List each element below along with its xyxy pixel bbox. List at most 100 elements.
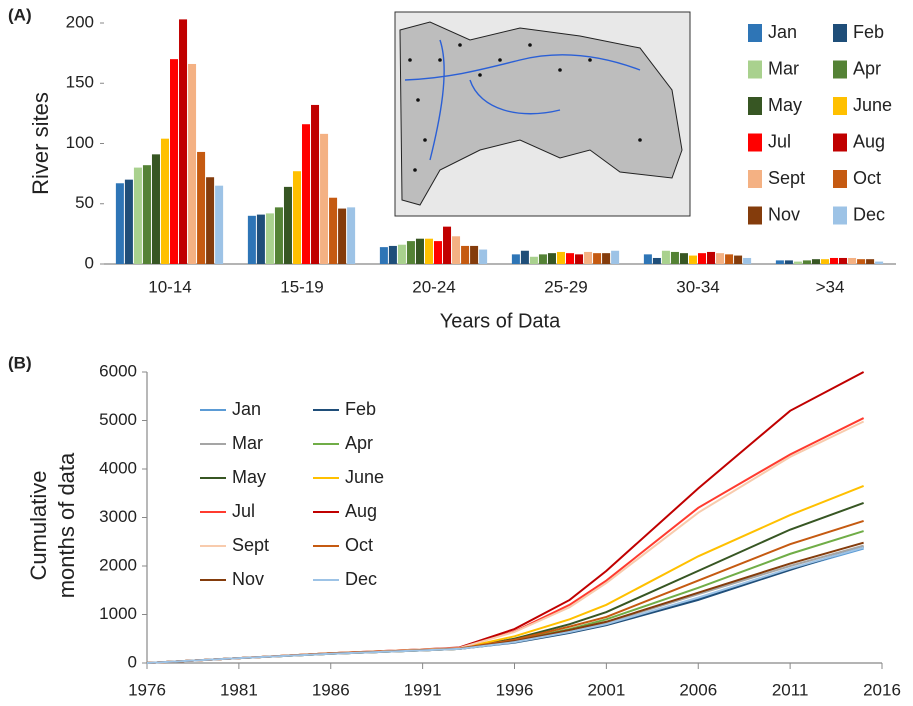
bar — [611, 251, 619, 264]
bar — [347, 207, 355, 264]
bar — [389, 246, 397, 264]
legend-swatch — [748, 24, 762, 42]
y-tick-label: 1000 — [99, 604, 137, 623]
line-series — [147, 548, 864, 663]
bar — [320, 134, 328, 264]
y-tick-label: 2000 — [99, 555, 137, 574]
x-axis-title: Years of Data — [440, 310, 561, 332]
bar — [539, 254, 547, 264]
x-tick-label: 1996 — [496, 680, 534, 699]
y-axis-title: River sites — [28, 92, 53, 195]
bar — [830, 258, 838, 264]
y-axis-title: Cumulative — [26, 470, 51, 580]
legend-swatch — [833, 61, 847, 79]
bar — [821, 259, 829, 264]
bar — [275, 207, 283, 264]
bar — [434, 241, 442, 264]
bar — [338, 209, 346, 264]
legend-label: Feb — [853, 22, 884, 42]
bar — [407, 241, 415, 264]
bar — [584, 252, 592, 264]
y-tick-label: 5000 — [99, 410, 137, 429]
bar — [215, 186, 223, 264]
panel-label: (A) — [8, 5, 32, 24]
bar — [452, 236, 460, 264]
legend-swatch — [833, 24, 847, 42]
legend-label: Apr — [345, 433, 373, 453]
legend-label: Jan — [768, 22, 797, 42]
x-tick-label: 1981 — [220, 680, 258, 699]
bar — [116, 183, 124, 264]
x-tick-label: 20-24 — [412, 277, 455, 296]
bar — [416, 239, 424, 264]
y-tick-label: 0 — [85, 253, 94, 272]
x-tick-label: 15-19 — [280, 277, 323, 296]
bar — [743, 258, 751, 264]
legend-label: Apr — [853, 58, 881, 78]
bar — [557, 252, 565, 264]
bar — [329, 198, 337, 264]
y-tick-label: 0 — [128, 652, 137, 671]
bar — [698, 253, 706, 264]
x-tick-label: 2016 — [863, 680, 901, 699]
bar — [188, 64, 196, 264]
legend-swatch — [833, 170, 847, 188]
bar — [284, 187, 292, 264]
legend-swatch — [748, 97, 762, 115]
bar — [794, 262, 802, 264]
bar — [125, 180, 133, 264]
bar — [311, 105, 319, 264]
x-tick-label: 10-14 — [148, 277, 191, 296]
bar — [725, 254, 733, 264]
legend-label: Mar — [232, 433, 263, 453]
bar — [653, 258, 661, 264]
legend-swatch — [748, 134, 762, 152]
legend-label: Oct — [853, 168, 881, 188]
bar — [425, 239, 433, 264]
bar — [875, 262, 883, 264]
legend-swatch — [833, 207, 847, 225]
bar — [857, 259, 865, 264]
y-tick-label: 100 — [66, 133, 94, 152]
bar — [470, 246, 478, 264]
bar — [707, 252, 715, 264]
bar — [179, 19, 187, 264]
bar — [866, 259, 874, 264]
y-tick-label: 150 — [66, 73, 94, 92]
bar — [302, 124, 310, 264]
x-tick-label: >34 — [816, 277, 845, 296]
bar — [839, 258, 847, 264]
legend-label: Sept — [232, 535, 269, 555]
bar — [143, 165, 151, 264]
bar — [548, 253, 556, 264]
bar — [380, 247, 388, 264]
y-tick-label: 50 — [75, 193, 94, 212]
bar — [785, 260, 793, 264]
x-tick-label: 2001 — [587, 680, 625, 699]
x-tick-label: 25-29 — [544, 277, 587, 296]
x-tick-label: 1976 — [128, 680, 166, 699]
bar — [134, 168, 142, 264]
bar — [197, 152, 205, 264]
y-tick-label: 6000 — [99, 361, 137, 380]
legend-label: May — [232, 467, 266, 487]
line-series — [147, 543, 864, 663]
bar — [593, 253, 601, 264]
bar — [776, 260, 784, 264]
line-series — [147, 547, 864, 663]
bar — [812, 259, 820, 264]
legend-label: Nov — [768, 204, 800, 224]
legend-label: June — [345, 467, 384, 487]
bar — [662, 251, 670, 264]
bar — [461, 246, 469, 264]
legend-label: Jul — [232, 501, 255, 521]
legend-label: Oct — [345, 535, 373, 555]
bar — [248, 216, 256, 264]
bar — [512, 254, 520, 264]
legend-label: May — [768, 95, 802, 115]
y-tick-label: 4000 — [99, 458, 137, 477]
bar — [161, 139, 169, 264]
legend-label: Aug — [853, 131, 885, 151]
bar — [443, 227, 451, 264]
bar — [671, 252, 679, 264]
